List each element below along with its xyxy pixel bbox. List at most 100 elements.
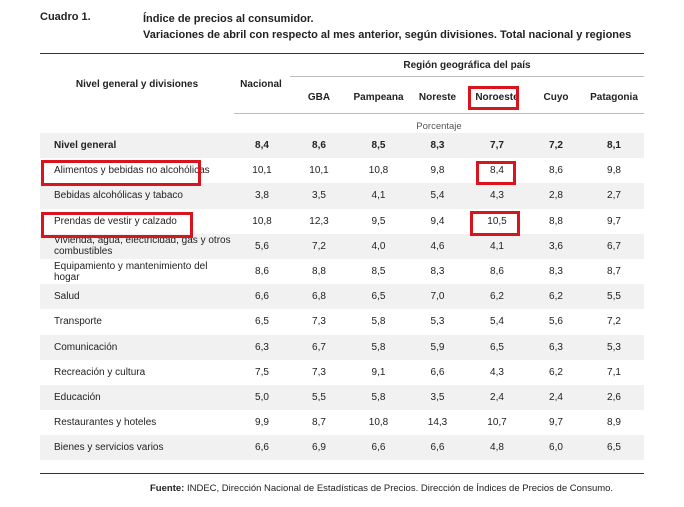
- cell-noroeste: 4,3: [490, 366, 504, 378]
- cell-gba: 8,7: [312, 417, 326, 429]
- cell-noroeste: 8,6: [490, 266, 504, 278]
- cell-gba: 6,9: [290, 435, 348, 461]
- cell-patagonia: 5,3: [584, 334, 644, 360]
- cell-cuyo: 3,6: [528, 233, 584, 259]
- cell-noreste: 3,5: [409, 384, 466, 411]
- row-label: Educación: [40, 384, 234, 411]
- cell-noroeste: 5,4: [490, 316, 504, 328]
- cell-pampeana: 10,8: [368, 417, 389, 429]
- col-gba: GBA: [307, 92, 331, 103]
- cell-noreste: 8,3: [430, 266, 445, 278]
- cell-nacional: 6,6: [234, 284, 290, 310]
- cell-cuyo: 7,2: [528, 133, 584, 159]
- region-group-rule: [290, 76, 644, 77]
- row-label: Recreación y cultura: [54, 366, 146, 378]
- cell-noroeste: 4,8: [466, 435, 528, 461]
- col-cuyo: Cuyo: [543, 92, 569, 103]
- cell-nacional: 5,6: [234, 233, 290, 259]
- cell-cuyo: 8,6: [549, 165, 563, 177]
- cell-noreste: 7,0: [409, 284, 466, 310]
- cell-nacional: 7,5: [255, 366, 269, 378]
- table-row: Transporte 6,5 7,3 5,8 5,3 5,4 5,6 7,2: [40, 309, 644, 334]
- cell-pampeana: 5,8: [348, 384, 409, 411]
- cell-patagonia: 8,1: [584, 133, 644, 159]
- table-row: Bienes y servicios varios 6,6 6,9 6,6 6,6 4,8…: [40, 435, 644, 461]
- cell-pampeana: 8,5: [348, 133, 409, 159]
- cell-gba: 10,1: [309, 165, 329, 177]
- cell-noreste: 8,3: [409, 133, 466, 159]
- cell-nacional: 6,6: [234, 435, 290, 461]
- cell-gba: 7,3: [312, 366, 326, 378]
- cell-nacional: 9,9: [255, 417, 269, 429]
- cell-patagonia: 9,7: [607, 215, 621, 227]
- cell-cuyo: 6,2: [528, 284, 584, 310]
- cell-noroeste: 6,2: [466, 284, 528, 310]
- table-row: Bebidas alcohólicas y tabaco 3,8 3,5 4,1 5,4…: [40, 183, 644, 209]
- cell-nacional: 3,8: [234, 183, 290, 209]
- cell-cuyo: 8,8: [549, 215, 563, 227]
- row-label: Restaurantes y hoteles: [54, 417, 157, 429]
- row-label: Bienes y servicios varios: [40, 435, 234, 461]
- cell-nacional: 10,1: [252, 165, 272, 177]
- row-label: Equipamiento y mantenimiento del hogar: [54, 260, 208, 283]
- cell-gba: 3,5: [290, 183, 348, 209]
- cell-cuyo: 2,4: [528, 384, 584, 411]
- cell-gba: 6,7: [290, 334, 348, 360]
- row-label: Nivel general: [40, 133, 234, 159]
- cell-patagonia: 8,7: [607, 266, 621, 278]
- table-row: Comunicación 6,3 6,7 5,8 5,9 6,5 6,3 5,3: [40, 334, 644, 360]
- cell-patagonia: 7,2: [607, 316, 621, 328]
- cell-nacional: 8,4: [234, 133, 290, 159]
- cell-noreste: 4,6: [409, 233, 466, 259]
- cell-pampeana: 10,8: [368, 165, 389, 177]
- cell-noroeste: 4,3: [466, 183, 528, 209]
- row-label: Comunicación: [40, 334, 234, 360]
- cell-gba: 12,3: [309, 215, 329, 227]
- cell-noreste: 6,6: [409, 435, 466, 461]
- cell-patagonia: 5,5: [584, 284, 644, 310]
- table-title: Índice de precios al consumidor. Variaci…: [143, 11, 631, 43]
- table-row: Educación 5,0 5,5 5,8 3,5 2,4 2,4 2,6: [40, 384, 644, 411]
- cell-patagonia: 7,1: [607, 366, 621, 378]
- col-nacional: Nacional: [240, 79, 282, 90]
- cell-pampeana: 6,6: [348, 435, 409, 461]
- cell-noroeste: 8,4: [490, 165, 504, 177]
- cell-noroeste: 10,5: [487, 215, 507, 227]
- source-label: Fuente:: [150, 483, 185, 494]
- cell-gba: 5,5: [290, 384, 348, 411]
- cell-pampeana: 9,5: [371, 215, 386, 227]
- cell-gba: 7,3: [312, 316, 326, 328]
- cell-noroeste: 4,1: [466, 233, 528, 259]
- top-rule: [40, 53, 644, 54]
- cell-noreste: 6,6: [430, 366, 445, 378]
- cell-gba: 8,8: [312, 266, 326, 278]
- col-noreste: Noreste: [418, 92, 457, 103]
- cell-cuyo: 9,7: [549, 417, 563, 429]
- cell-pampeana: 5,8: [348, 334, 409, 360]
- row-label: Salud: [40, 284, 234, 310]
- cell-pampeana: 8,5: [371, 266, 386, 278]
- cell-nacional: 6,3: [234, 334, 290, 360]
- highlight-prendas-noroeste: [470, 211, 520, 236]
- table-row: Prendas de vestir y calzado 10,8 12,3 9,5 9,…: [40, 209, 644, 234]
- cell-cuyo: 5,6: [549, 316, 563, 328]
- cell-gba: 6,8: [290, 284, 348, 310]
- highlight-alimentos-label: [41, 160, 201, 186]
- cell-patagonia: 2,6: [584, 384, 644, 411]
- cell-nacional: 6,5: [255, 316, 269, 328]
- cell-pampeana: 6,5: [348, 284, 409, 310]
- highlight-noroeste-header: [468, 86, 519, 110]
- cell-pampeana: 4,1: [348, 183, 409, 209]
- table-row: Alimentos y bebidas no alcohólicas 10,1 10…: [40, 158, 644, 183]
- title-line-2: Variaciones de abril con respecto al mes…: [143, 29, 632, 41]
- row-label: Bebidas alcohólicas y tabaco: [40, 183, 234, 209]
- cell-noreste: 5,9: [409, 334, 466, 360]
- cell-cuyo: 6,3: [528, 334, 584, 360]
- highlight-alimentos-noroeste: [476, 161, 516, 185]
- table-row: Salud 6,6 6,8 6,5 7,0 6,2 6,2 5,5: [40, 284, 644, 310]
- cell-nacional: 5,0: [234, 384, 290, 411]
- cell-patagonia: 8,9: [607, 417, 621, 429]
- cell-noroeste: 6,5: [466, 334, 528, 360]
- unit-rule: [234, 113, 644, 114]
- cell-patagonia: 2,7: [584, 183, 644, 209]
